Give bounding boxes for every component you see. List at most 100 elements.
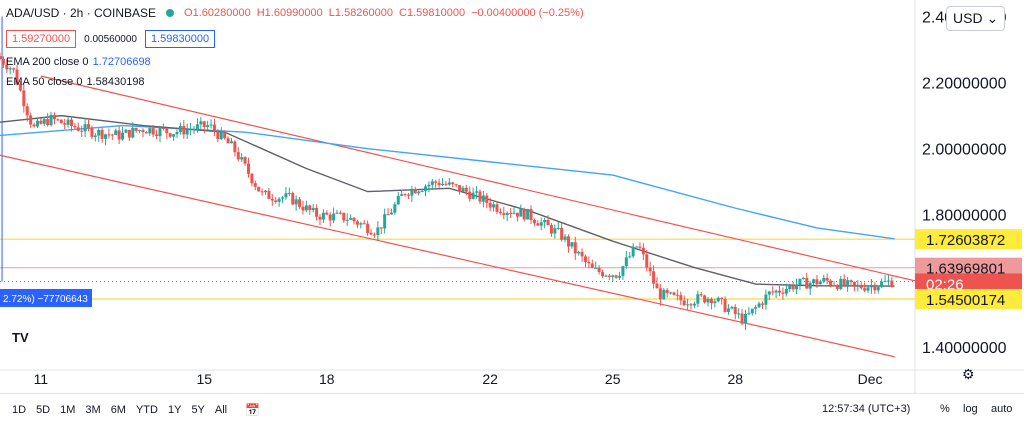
candle-body [614,275,618,278]
percent-toggle[interactable]: % [940,403,950,415]
ema200-line [0,124,895,240]
tradingview-logo-icon[interactable]: TV [12,330,29,345]
timeframe-1m[interactable]: 1M [60,404,76,416]
timeframe-3m[interactable]: 3M [85,404,101,416]
candle-body [226,138,230,144]
price-axis [915,0,1024,393]
candle-body [212,124,216,132]
candle-body [886,280,890,282]
candle-body [536,223,540,226]
candle-body [573,242,577,254]
clock[interactable]: 12:57:34 (UTC+3) [822,403,911,415]
candle-body [294,199,298,205]
timeframe-1y[interactable]: 1Y [167,404,182,416]
candle-body [750,308,754,314]
x-tick-label: 15 [196,371,212,387]
candle-body [478,191,482,202]
candle-body [206,125,210,128]
candle-body [563,236,567,240]
candle-body [679,295,683,301]
candle-body [577,251,581,254]
candle-body [839,278,843,289]
candle-body [618,275,622,278]
price-tag-label: 1.54500174 [926,292,1005,309]
sell-button[interactable]: 1.59270000 [6,30,77,48]
y-tick-label: 1.40000000 [922,340,1007,357]
calendar-range-icon[interactable]: 📅 [245,403,261,417]
ema50-legend[interactable]: EMA 50 close 0 1.58430198 [6,76,145,88]
candle-body [771,291,775,293]
candle-body [791,285,795,290]
candle-body [359,223,363,225]
candle-body [437,182,441,185]
candle-body [355,221,359,225]
candle-body [526,208,530,220]
candle-body [202,121,206,128]
candle-body [597,267,601,273]
timeframe-5y[interactable]: 5Y [191,404,205,416]
candle-body [655,283,659,289]
candle-body [829,280,833,285]
candle-body [767,291,771,295]
buy-button[interactable]: 1.59830000 [144,30,216,48]
candle-body [754,307,758,309]
candle-body [726,308,730,312]
timeframe-ytd[interactable]: YTD [135,404,158,416]
trade-buttons: 1.59270000 0.00560000 1.59830000 [6,30,216,48]
log-toggle[interactable]: log [963,403,978,415]
candle-body [138,130,142,132]
candle-body [35,120,39,127]
symbol-label[interactable]: ADA/USD · 2h · COINBASE [6,6,157,20]
candle-body [52,114,56,120]
candle-body [730,306,734,309]
candle-body [178,125,182,132]
candle-body [832,284,836,286]
candle-body [461,187,465,192]
candle-body [257,186,261,192]
candle-body [277,198,281,202]
candle-body [675,294,679,296]
spread-value: 0.00560000 [84,33,137,45]
candle-body [641,247,645,255]
candle-body [216,131,220,140]
candle-body [703,295,707,303]
auto-toggle[interactable]: auto [991,403,1013,415]
candle-body [233,141,237,153]
chart-legend: ADA/USD · 2h · COINBASE O1.60280000 H1.6… [6,6,584,20]
candle-body [556,227,560,229]
candle-body [509,212,513,214]
x-tick-label: 18 [319,371,335,387]
candle-body [662,289,666,300]
candle-body [175,131,179,135]
y-tick-label: 1.80000000 [922,208,1007,225]
candle-body [434,181,438,183]
candle-body [638,246,642,248]
candle-body [63,123,67,125]
timeframe-list: 1D 5D 1M 3M 6M YTD 1Y 5Y All [12,404,237,416]
candle-body [114,130,118,135]
candle-body [158,127,162,137]
candle-body [692,303,696,306]
x-tick-label: 28 [727,371,743,387]
currency-button[interactable]: USD ⌄ [946,6,1006,31]
x-tick-label: 11 [34,371,49,387]
candle-body [713,301,717,304]
candle-body [441,183,445,185]
ema200-legend[interactable]: EMA 200 close 0 1.72706698 [6,56,151,68]
candle-body [475,191,479,193]
timeframe-5d[interactable]: 5D [36,404,51,416]
candle-body [420,190,424,192]
candle-body [345,219,349,221]
timeframe-all[interactable]: All [214,404,228,416]
gear-icon[interactable]: ⚙ [962,366,975,382]
timeframe-1d[interactable]: 1D [12,404,27,416]
timeframe-6m[interactable]: 6M [110,404,126,416]
candle-body [583,256,587,262]
candle-body [682,300,686,306]
chevron-down-icon: ⌄ [986,10,999,26]
measure-label-box [0,288,92,307]
candle-body [32,124,36,127]
candle-body [743,314,747,324]
candle-body [812,279,816,283]
